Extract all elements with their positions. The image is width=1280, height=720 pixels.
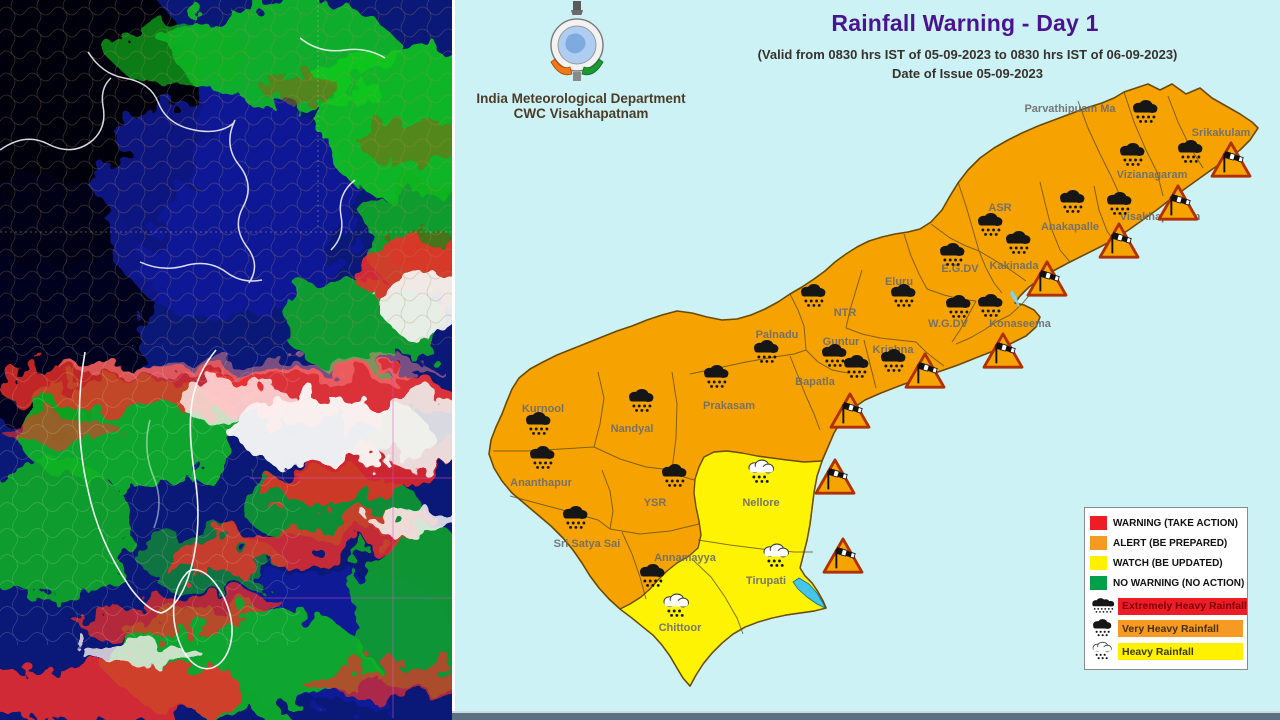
district-label-nellore: Nellore: [742, 497, 779, 509]
extremely-heavy-rain-icon: [1090, 596, 1117, 616]
district-label-kakinada: Kakinada: [990, 260, 1040, 272]
legend-color-swatch: [1090, 536, 1107, 550]
state-boundary-lines: [0, 37, 386, 284]
wind-warning-icon: [822, 537, 864, 574]
legend-warning-row: ALERT (BE PREPARED): [1090, 536, 1243, 550]
legend-warning-label: NO WARNING (NO ACTION): [1113, 577, 1245, 589]
district-boundaries-texture: [0, 0, 452, 345]
rainfall-types-legend: Extremely Heavy Rainfall Very Heavy Rain…: [1090, 596, 1247, 662]
district-label-ananthapur: Ananthapur: [510, 477, 572, 489]
district-label-annamayya: Annamayya: [654, 552, 717, 564]
satellite-image: [0, 0, 502, 720]
district-label-vizianagaram: Vizianagaram: [1117, 169, 1188, 181]
andhra-pradesh-warning-map: Parvathipuam MaSrikakulamVizianagaramVis…: [488, 83, 1259, 687]
district-label-parvathipuam-ma: Parvathipuam Ma: [1024, 103, 1116, 115]
district-label-prakasam: Prakasam: [703, 400, 755, 412]
legend-rainfall-label: Heavy Rainfall: [1118, 643, 1243, 660]
district-label-kurnool: Kurnool: [522, 403, 564, 415]
district-label-chittoor: Chittoor: [659, 622, 702, 634]
watch-region-yellow: [619, 450, 827, 687]
legend-rainfall-label: Extremely Heavy Rainfall: [1118, 597, 1247, 615]
date-of-issue: Date of Issue 05-09-2023: [891, 66, 1044, 81]
grid-lines-magenta: [250, 360, 452, 718]
legend-warning-row: WARNING (TAKE ACTION): [1090, 516, 1243, 530]
district-label-ntr: NTR: [834, 307, 857, 319]
warning-levels-legend: WARNING (TAKE ACTION) ALERT (BE PREPARED…: [1090, 516, 1245, 590]
district-label-guntur: Guntur: [823, 336, 860, 348]
district-label-srikakulam: Srikakulam: [1192, 127, 1251, 139]
legend-panel: WARNING (TAKE ACTION) ALERT (BE PREPARED…: [1084, 507, 1248, 670]
district-label-tirupati: Tirupati: [746, 575, 786, 587]
validity-text: (Valid from 0830 hrs IST of 05-09-2023 t…: [757, 47, 1178, 62]
legend-warning-label: WARNING (TAKE ACTION): [1113, 517, 1238, 529]
legend-rainfall-row: Very Heavy Rainfall: [1090, 618, 1243, 639]
imd-logo: [550, 1, 604, 81]
kakinada-bay: [1010, 290, 1020, 308]
page-title: Rainfall Warning - Day 1: [831, 10, 1099, 36]
district-label-e-g-dv: E.G.DV: [941, 263, 979, 275]
district-label-asr: ASR: [988, 202, 1011, 214]
legend-warning-row: NO WARNING (NO ACTION): [1090, 576, 1245, 590]
legend-rainfall-row: Extremely Heavy Rainfall: [1090, 596, 1247, 616]
legend-warning-label: ALERT (BE PREPARED): [1113, 537, 1228, 549]
logo-ribbon-orange: [550, 58, 573, 76]
pulicat-lake: [792, 577, 826, 609]
district-label-palnadu: Palnadu: [756, 329, 799, 341]
organization-name: India Meteorological Department: [476, 91, 686, 106]
heavy-rain-icon: [1090, 641, 1114, 662]
district-label-w-g-dv: W.G.DV: [928, 318, 968, 330]
bottom-bar: [452, 711, 1280, 720]
wind-warning-icon: [814, 458, 856, 495]
legend-color-swatch: [1090, 576, 1107, 590]
legend-color-swatch: [1090, 556, 1107, 570]
legend-rainfall-label: Very Heavy Rainfall: [1118, 620, 1243, 637]
logo-pillar: [573, 1, 581, 10]
logo-ribbon-green: [581, 58, 604, 76]
office-name: CWC Visakhapatnam: [513, 105, 649, 121]
coastline: [78, 349, 233, 670]
legend-warning-label: WATCH (BE UPDATED): [1113, 557, 1223, 569]
satellite-imagery-panel: [0, 0, 502, 720]
district-boundaries: [493, 91, 1204, 635]
very-heavy-rain-icon: [1090, 618, 1114, 639]
legend-rainfall-row: Heavy Rainfall: [1090, 641, 1243, 662]
district-label-ysr: YSR: [644, 497, 667, 509]
district-label-konaseema: Konaseema: [989, 318, 1052, 330]
legend-warning-row: WATCH (BE UPDATED): [1090, 556, 1243, 570]
organization-block: India Meteorological Department CWC Visa…: [448, 91, 714, 122]
district-label-sri-satya-sai: Sri Satya Sai: [554, 538, 621, 550]
legend-color-swatch: [1090, 516, 1107, 530]
district-label-nandyal: Nandyal: [611, 423, 654, 435]
graticule-lines: [0, 0, 452, 233]
district-label-anakapalle: Anakapalle: [1041, 221, 1099, 233]
district-label-bapatla: Bapatla: [795, 376, 836, 388]
